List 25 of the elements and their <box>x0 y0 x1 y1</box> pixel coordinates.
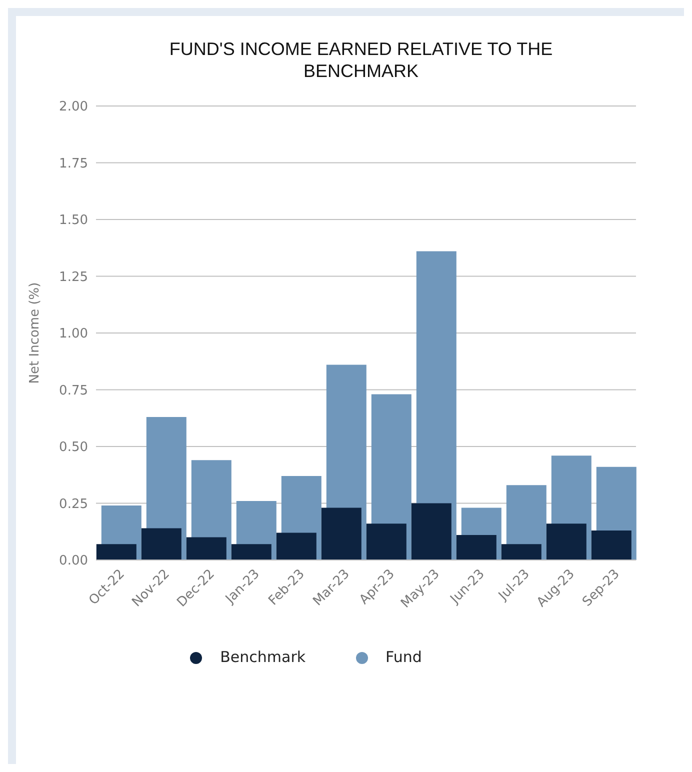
bar <box>546 524 586 560</box>
bar <box>501 544 542 560</box>
bar <box>186 537 226 560</box>
y-tick-label: 0.00 <box>59 554 88 569</box>
bar <box>411 503 452 560</box>
bar <box>96 544 136 560</box>
y-axis-title: Net Income (%) <box>28 282 43 384</box>
bar <box>366 524 406 560</box>
legend-label: Benchmark <box>220 648 306 666</box>
y-tick-label: 1.25 <box>59 270 88 285</box>
bar <box>456 535 496 560</box>
y-tick-label: 0.50 <box>59 440 88 456</box>
bar <box>141 528 182 560</box>
y-tick-label: 1.50 <box>59 213 88 228</box>
y-tick-label: 1.00 <box>59 326 88 342</box>
bar <box>231 544 272 560</box>
chart-title: FUND'S INCOME EARNED RELATIVE TO THE BENCHMARK <box>168 38 554 82</box>
y-tick-label: 0.25 <box>59 496 88 512</box>
legend-label: Fund <box>386 648 422 666</box>
bar <box>276 532 316 560</box>
y-tick-label: 1.75 <box>59 156 88 172</box>
y-tick-label: 2.00 <box>59 100 88 115</box>
bar <box>321 508 362 560</box>
bar <box>591 530 632 560</box>
y-tick-label: 0.75 <box>59 383 88 398</box>
